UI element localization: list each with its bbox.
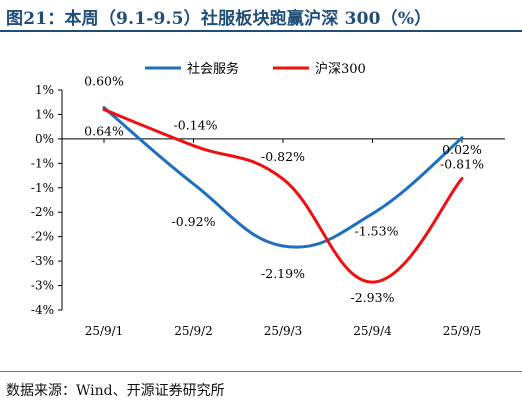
- x-tick-label: 25/9/2: [174, 324, 213, 338]
- data-label: -2.93%: [351, 290, 395, 305]
- data-label: -0.81%: [440, 156, 484, 171]
- legend-label-1: 社会服务: [187, 61, 239, 77]
- data-label: 0.60%: [84, 74, 124, 89]
- chart-lines: [102, 106, 464, 284]
- y-tick-label: 0%: [35, 132, 54, 146]
- chart-legend: 社会服务 沪深300: [145, 61, 366, 77]
- y-tick-label: -2%: [31, 205, 54, 219]
- data-label: -0.82%: [261, 149, 305, 164]
- x-tick-label: 25/9/1: [85, 324, 124, 338]
- source-note: 数据来源：Wind、开源证券研究所: [6, 383, 225, 399]
- legend-label-2: 沪深300: [315, 61, 366, 77]
- figure-header: 图21：本周（9.1-9.5）社服板块跑赢沪深 300（%）: [0, 0, 522, 32]
- y-tick-label: -2%: [31, 230, 54, 244]
- data-label: -0.14%: [174, 118, 218, 133]
- data-label: 0.02%: [442, 142, 482, 157]
- chart-data-labels: 0.64% -0.92% -2.19% -1.53% 0.02% 0.60% -0.14% -…: [84, 74, 484, 306]
- data-label: 0.64%: [84, 124, 124, 139]
- y-tick-label: 1%: [35, 107, 54, 121]
- x-tick-label: 25/9/3: [264, 324, 303, 338]
- title-rule: [0, 30, 522, 32]
- y-tick-label: -3%: [31, 279, 54, 293]
- data-label: -2.19%: [261, 266, 305, 281]
- y-tick-label: -4%: [31, 303, 54, 317]
- footer-rule: [0, 371, 522, 372]
- y-tick-label: -1%: [31, 156, 54, 170]
- series-line-1: [102, 106, 464, 249]
- y-tick-label: -3%: [31, 254, 54, 268]
- series-line-2: [102, 108, 464, 284]
- data-label: -1.53%: [355, 224, 399, 239]
- figure-title: 图21：本周（9.1-9.5）社服板块跑赢沪深 300（%）: [6, 9, 432, 29]
- y-tick-label: 1%: [35, 83, 54, 97]
- chart-axes: 1% 1% 0% -1% -1% -2% -2% -3% -3% -4% 25/9/1 25/9/2 2…: [31, 83, 505, 338]
- x-tick-label: 25/9/4: [353, 324, 392, 338]
- line-chart: 1% 1% 0% -1% -1% -2% -2% -3% -3% -4% 25/9/1 25/9/2 2…: [31, 61, 505, 338]
- y-tick-label: -1%: [31, 181, 54, 195]
- x-tick-label: 25/9/5: [443, 324, 482, 338]
- data-label: -0.92%: [172, 214, 216, 229]
